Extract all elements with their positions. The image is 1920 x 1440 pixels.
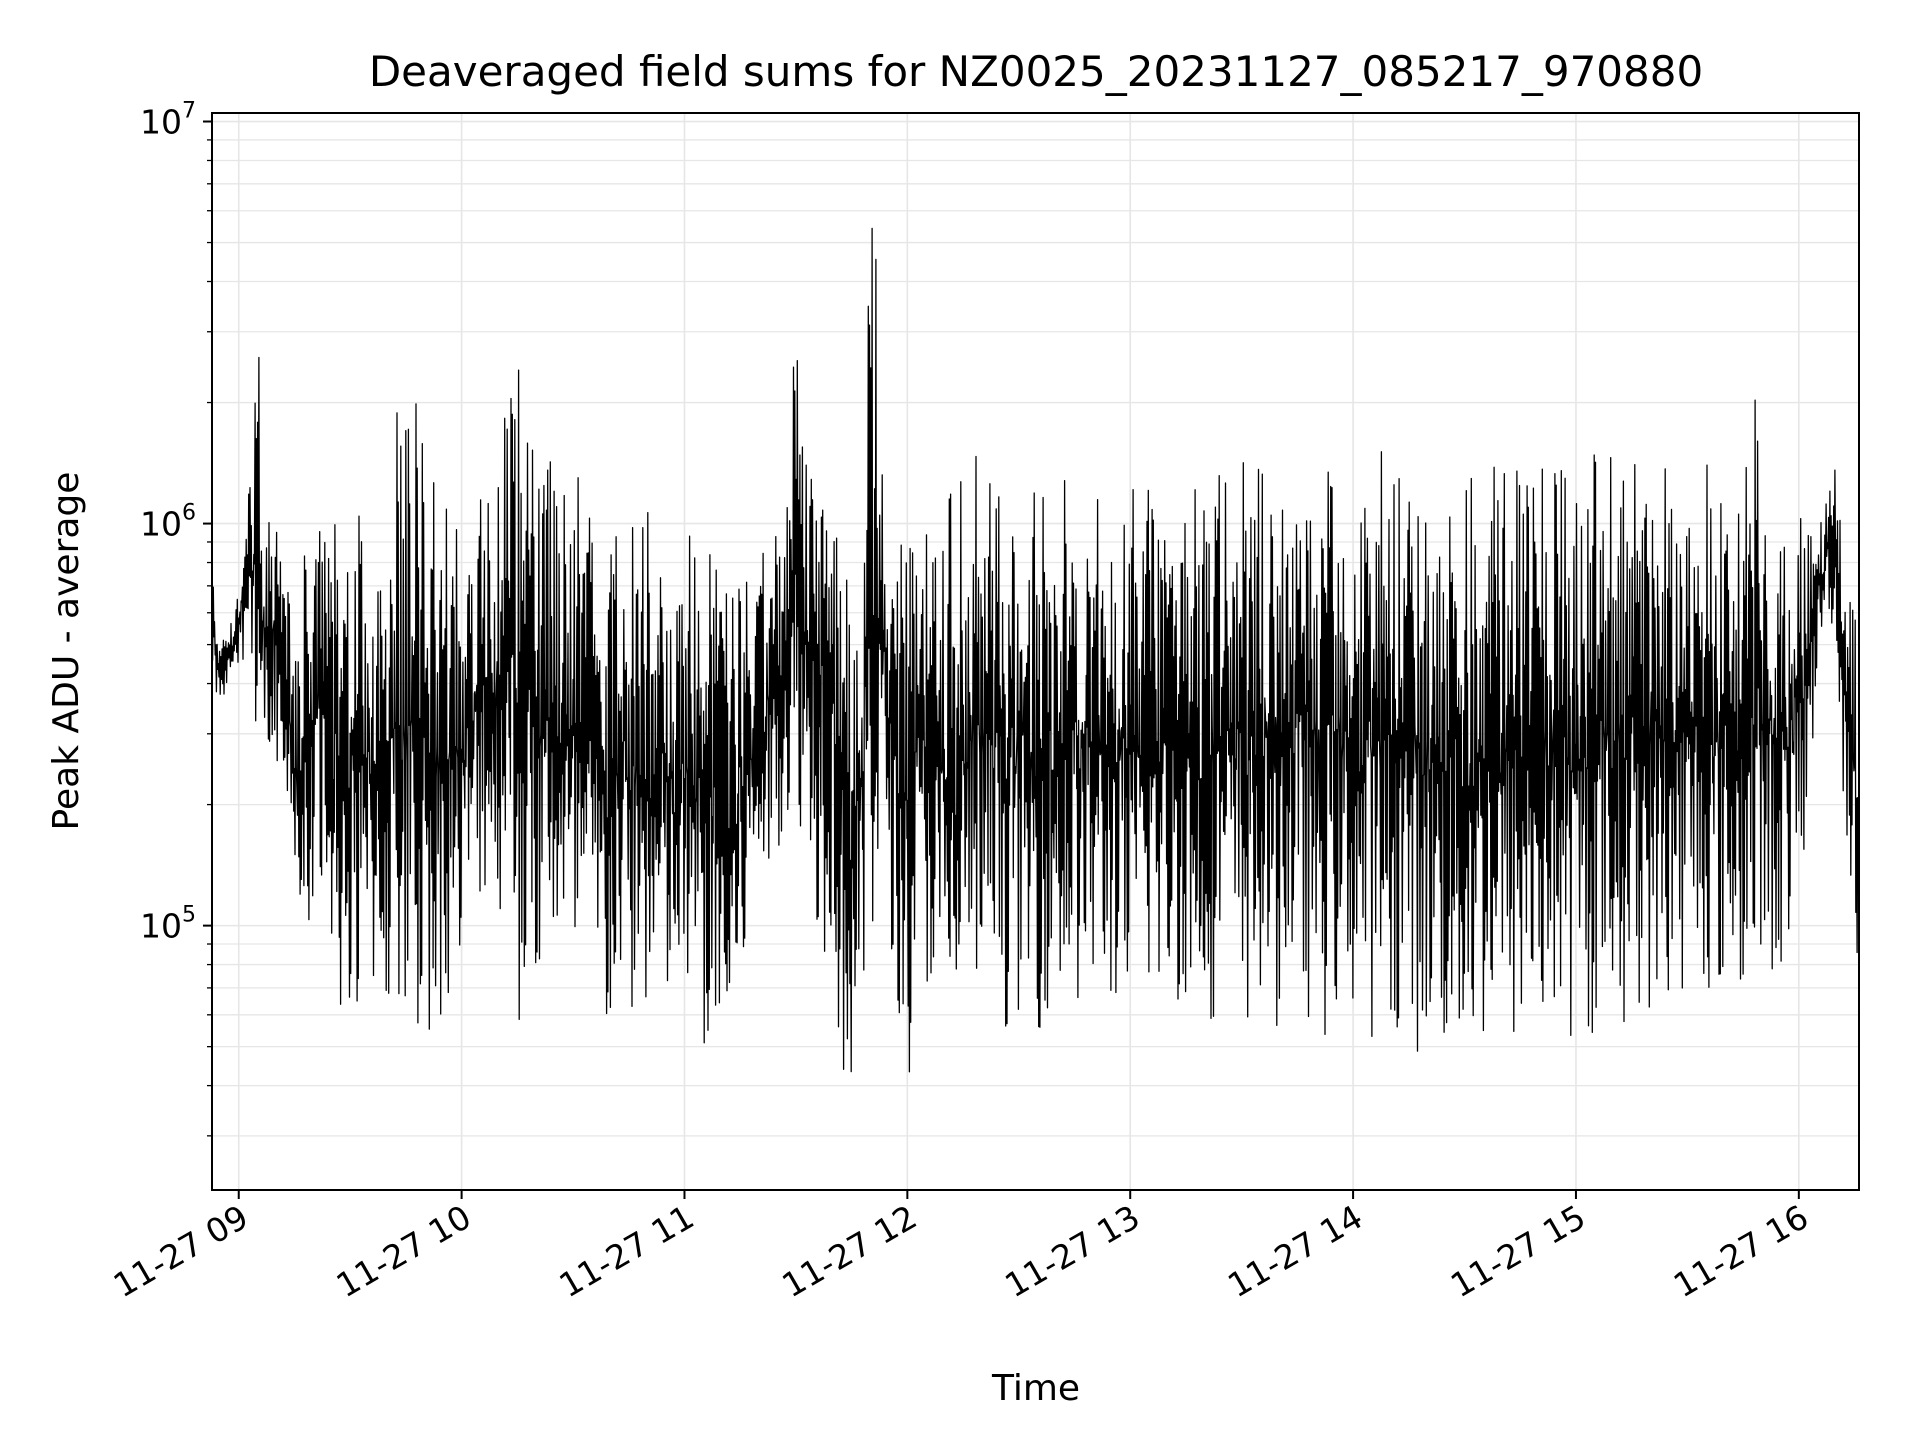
y-tick-label: 105: [140, 903, 196, 946]
y-tick-label: 106: [140, 501, 196, 544]
plot-frame: [211, 112, 1860, 1191]
y-tick-label: 107: [140, 99, 196, 142]
x-axis-label: Time: [991, 1368, 1080, 1409]
y-axis: 105 106 107: [140, 99, 212, 1137]
series-group: [211, 227, 1860, 1073]
y-axis-label: Peak ADU - average: [46, 472, 87, 831]
chart-title: Deaveraged field sums for NZ0025_2023112…: [369, 47, 1703, 96]
series-line: [211, 227, 1860, 1073]
